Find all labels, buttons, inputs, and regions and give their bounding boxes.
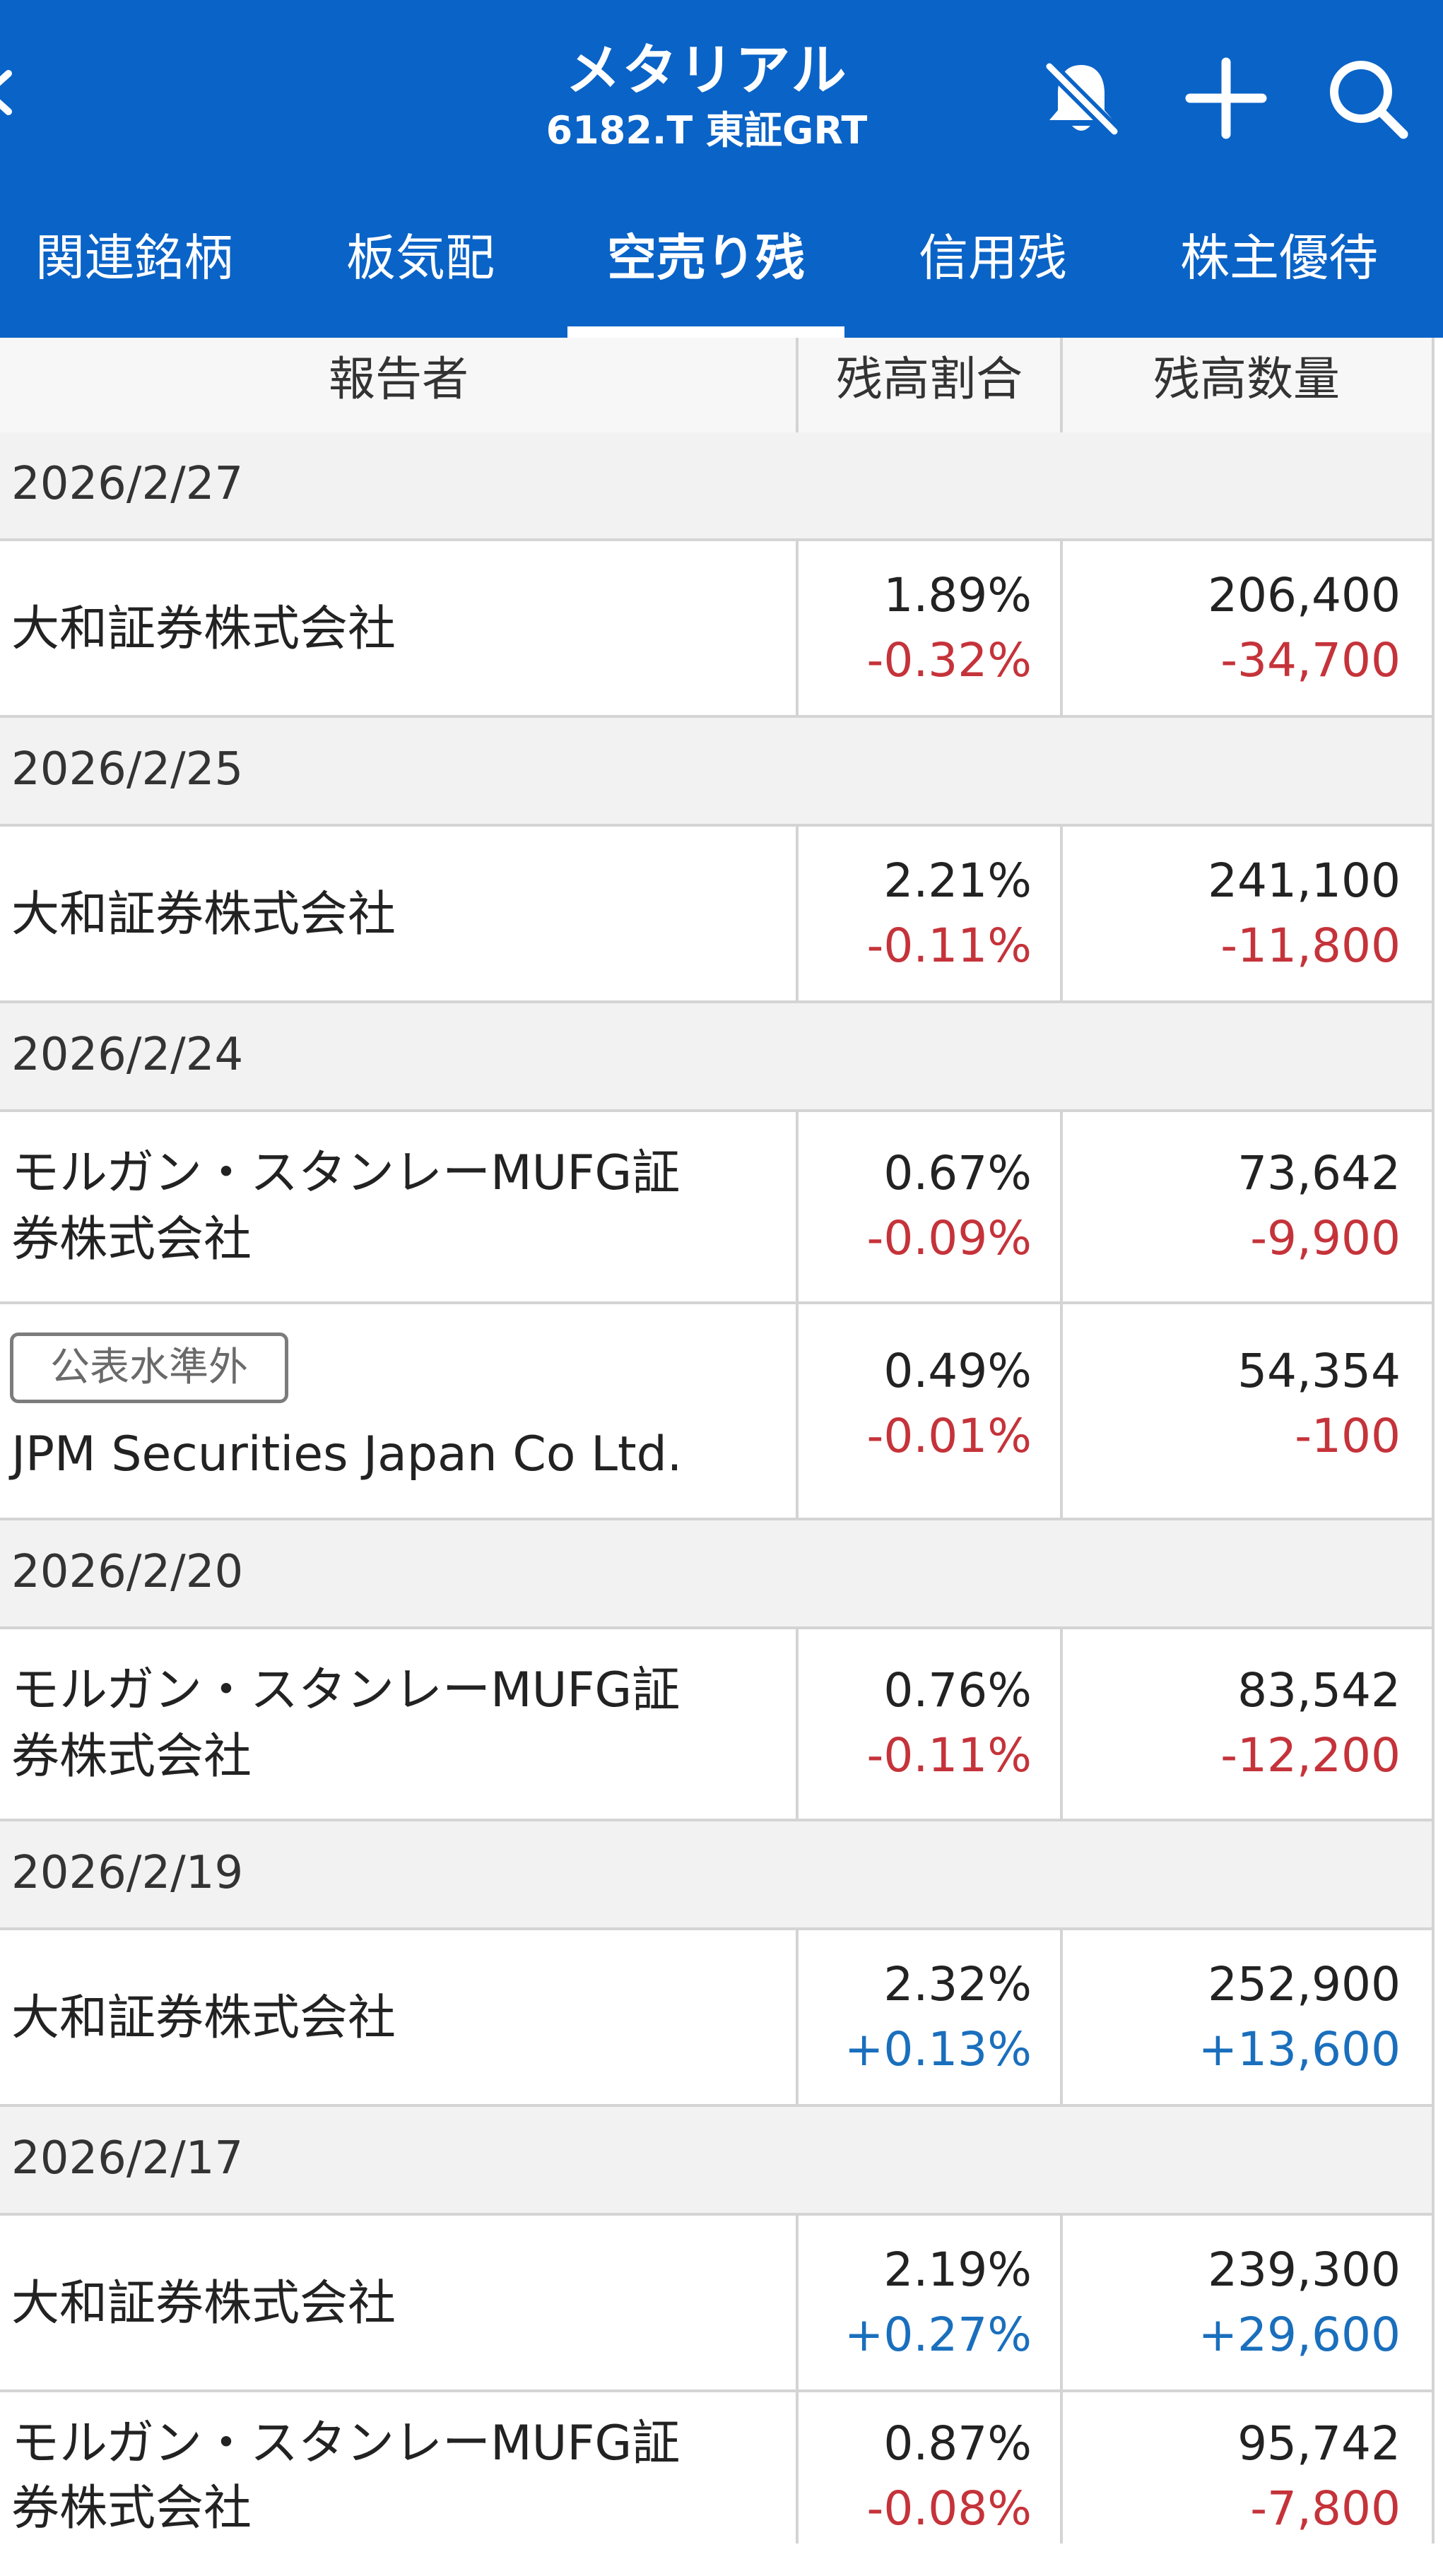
quantity-change: -100 <box>1295 1409 1401 1463</box>
reporter-name: 大和証券株式会社 <box>11 1990 396 2046</box>
column-divider <box>1060 1930 1063 2104</box>
ratio-change: -0.09% <box>866 1211 1032 1265</box>
date-row: 2026/2/20 <box>0 1520 1435 1629</box>
column-divider <box>796 1930 799 2104</box>
date-row: 2026/2/27 <box>0 432 1435 541</box>
column-divider <box>796 827 799 1000</box>
ratio-value: 0.87% <box>883 2416 1032 2471</box>
ratio-change: -0.11% <box>866 918 1032 973</box>
date-label: 2026/2/25 <box>11 743 244 796</box>
tab-bar: 関連銘柄 板気配 空売り残 信用残 株主優待 <box>0 212 1443 338</box>
ratio-change: +0.27% <box>844 2308 1032 2362</box>
ratio-value: 1.89% <box>883 568 1032 622</box>
quantity-change: +29,600 <box>1198 2308 1401 2362</box>
ratio-change: -0.01% <box>866 1409 1032 1463</box>
quantity-value: 83,542 <box>1237 1663 1401 1718</box>
table-row[interactable]: 大和証券株式会社 2.21% -0.11% 241,100 -11,800 <box>0 827 1435 1003</box>
quantity-value: 239,300 <box>1208 2243 1401 2297</box>
date-label: 2026/2/27 <box>11 458 244 510</box>
reporter-name: 大和証券株式会社 <box>11 887 396 943</box>
date-label: 2026/2/19 <box>11 1847 244 1899</box>
column-divider <box>1060 2216 1063 2543</box>
app-header: メタリアル 6182.T 東証GRT 関連銘柄 板気配 空売り残 信用残 株主優… <box>0 0 1443 338</box>
tab-short-interest[interactable]: 空売り残 <box>607 229 805 287</box>
tab-related-stocks[interactable]: 関連銘柄 <box>35 229 233 287</box>
date-row: 2026/2/24 <box>0 1003 1435 1112</box>
date-row: 2026/2/19 <box>0 1821 1435 1930</box>
table-row[interactable]: モルガン・スタンレーMUFG証 券株式会社 0.87% -0.08% 95,74… <box>0 2392 1435 2576</box>
ratio-value: 2.21% <box>883 853 1032 908</box>
header-ratio: 残高割合 <box>836 352 1023 406</box>
ratio-value: 0.67% <box>883 1146 1032 1200</box>
column-divider <box>1060 1629 1063 1819</box>
tab-shareholder-benefits[interactable]: 株主優待 <box>1180 229 1378 287</box>
date-label: 2026/2/24 <box>11 1029 244 1081</box>
quantity-change: -7,800 <box>1250 2481 1401 2536</box>
header-quantity: 残高数量 <box>1153 352 1340 406</box>
quantity-change: -11,800 <box>1220 918 1401 973</box>
column-divider <box>1060 338 1063 432</box>
search-icon[interactable] <box>1321 52 1413 144</box>
quantity-change: -12,200 <box>1220 1728 1401 1783</box>
stock-title-block: メタリアル 6182.T 東証GRT <box>0 35 1413 155</box>
plus-icon[interactable] <box>1180 52 1272 144</box>
reporter-name-line1: モルガン・スタンレーMUFG証 <box>11 1662 681 1718</box>
column-divider <box>796 1112 799 1518</box>
bell-off-icon[interactable] <box>1035 52 1127 144</box>
column-divider <box>796 541 799 715</box>
quantity-value: 252,900 <box>1208 1957 1401 2011</box>
quantity-change: +13,600 <box>1198 2022 1401 2076</box>
quantity-value: 206,400 <box>1208 568 1401 622</box>
date-row: 2026/2/17 <box>0 2107 1435 2216</box>
tab-margin-balance[interactable]: 信用残 <box>919 229 1067 287</box>
column-divider <box>796 338 799 432</box>
quantity-value: 73,642 <box>1237 1146 1401 1200</box>
ratio-change: -0.11% <box>866 1728 1032 1783</box>
ratio-value: 0.76% <box>883 1663 1032 1718</box>
column-divider <box>1060 827 1063 1000</box>
reporter-name: JPM Securities Japan Co Ltd. <box>11 1426 683 1482</box>
reporter-name-line1: モルガン・スタンレーMUFG証 <box>11 2416 681 2471</box>
tab-order-book[interactable]: 板気配 <box>346 229 495 287</box>
quantity-value: 95,742 <box>1237 2416 1401 2471</box>
table-row[interactable]: 大和証券株式会社 2.19% +0.27% 239,300 +29,600 <box>0 2216 1435 2392</box>
column-divider <box>1060 1112 1063 1518</box>
column-divider <box>1060 541 1063 715</box>
table-right-border <box>1432 338 1435 2543</box>
table-header: 報告者 残高割合 残高数量 <box>0 338 1435 435</box>
table-row[interactable]: 大和証券株式会社 1.89% -0.32% 206,400 -34,700 <box>0 541 1435 718</box>
quantity-change: -9,900 <box>1250 1211 1401 1265</box>
stock-code: 6182.T 東証GRT <box>546 108 868 153</box>
reporter-name-line1: モルガン・スタンレーMUFG証 <box>11 1145 681 1201</box>
quantity-change: -34,700 <box>1220 633 1401 687</box>
table-row[interactable]: モルガン・スタンレーMUFG証 券株式会社 0.67% -0.09% 73,64… <box>0 1112 1435 1304</box>
reporter-name-line2: 券株式会社 <box>11 2481 252 2536</box>
active-tab-indicator <box>567 326 844 338</box>
date-row: 2026/2/25 <box>0 718 1435 827</box>
ratio-change: +0.13% <box>844 2022 1032 2076</box>
ratio-value: 2.32% <box>883 1957 1032 2011</box>
table-row[interactable]: 大和証券株式会社 2.32% +0.13% 252,900 +13,600 <box>0 1930 1435 2107</box>
column-divider <box>796 1629 799 1819</box>
quantity-value: 54,354 <box>1237 1344 1401 1398</box>
date-label: 2026/2/17 <box>11 2132 244 2185</box>
back-icon[interactable] <box>0 68 21 117</box>
quantity-value: 241,100 <box>1208 853 1401 908</box>
table-row[interactable]: モルガン・スタンレーMUFG証 券株式会社 0.76% -0.11% 83,54… <box>0 1629 1435 1821</box>
reporter-name: 大和証券株式会社 <box>11 2276 396 2332</box>
date-label: 2026/2/20 <box>11 1546 244 1598</box>
outside-disclosure-badge: 公表水準外 <box>10 1333 288 1403</box>
ratio-change: -0.32% <box>866 633 1032 687</box>
ratio-change: -0.08% <box>866 2481 1032 2536</box>
table-row[interactable]: 公表水準外 JPM Securities Japan Co Ltd. 0.49%… <box>0 1304 1435 1520</box>
ratio-value: 2.19% <box>883 2243 1032 2297</box>
reporter-name-line2: 券株式会社 <box>11 1212 252 1268</box>
reporter-name: 大和証券株式会社 <box>11 601 396 657</box>
ratio-value: 0.49% <box>883 1344 1032 1398</box>
reporter-name-line2: 券株式会社 <box>11 1729 252 1785</box>
stock-name: メタリアル <box>565 39 848 102</box>
column-divider <box>796 2216 799 2543</box>
header-reporter: 報告者 <box>329 352 469 406</box>
